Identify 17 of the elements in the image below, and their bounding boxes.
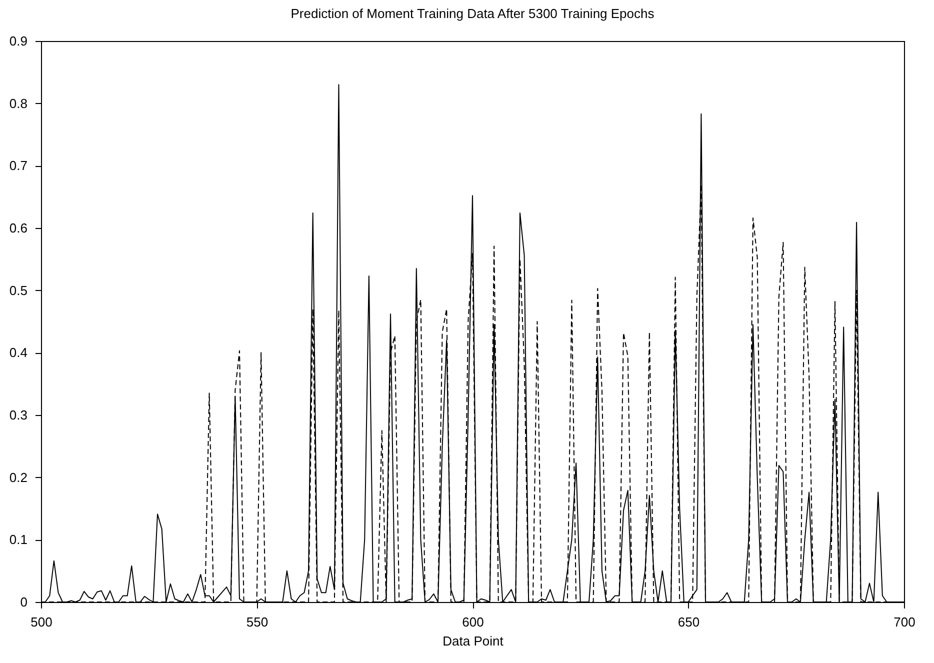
y-tick-label: 0.9 [9,34,28,48]
y-tick-label: 0.5 [9,282,28,298]
y-tick-label: 0.3 [9,408,28,422]
y-tick-label: 0 [20,594,28,610]
y-tick-label: 0.6 [9,220,28,236]
y-tick-label: 0.7 [9,158,28,174]
x-tick-label: 650 [678,614,700,630]
x-tick-label: 700 [894,614,916,630]
x-tick-label: 500 [30,614,52,630]
y-tick-label: 0.2 [9,470,28,485]
x-tick-label: 600 [462,614,484,630]
x-axis-title: Data Point [442,634,504,648]
y-tick-label: 0.4 [9,345,28,360]
chart-title: Prediction of Moment Training Data After 5300 Training Epochs [290,6,655,21]
y-tick-label: 0.8 [9,96,28,111]
x-tick-label: 550 [246,614,268,630]
y-tick-label: 0.1 [9,532,28,548]
